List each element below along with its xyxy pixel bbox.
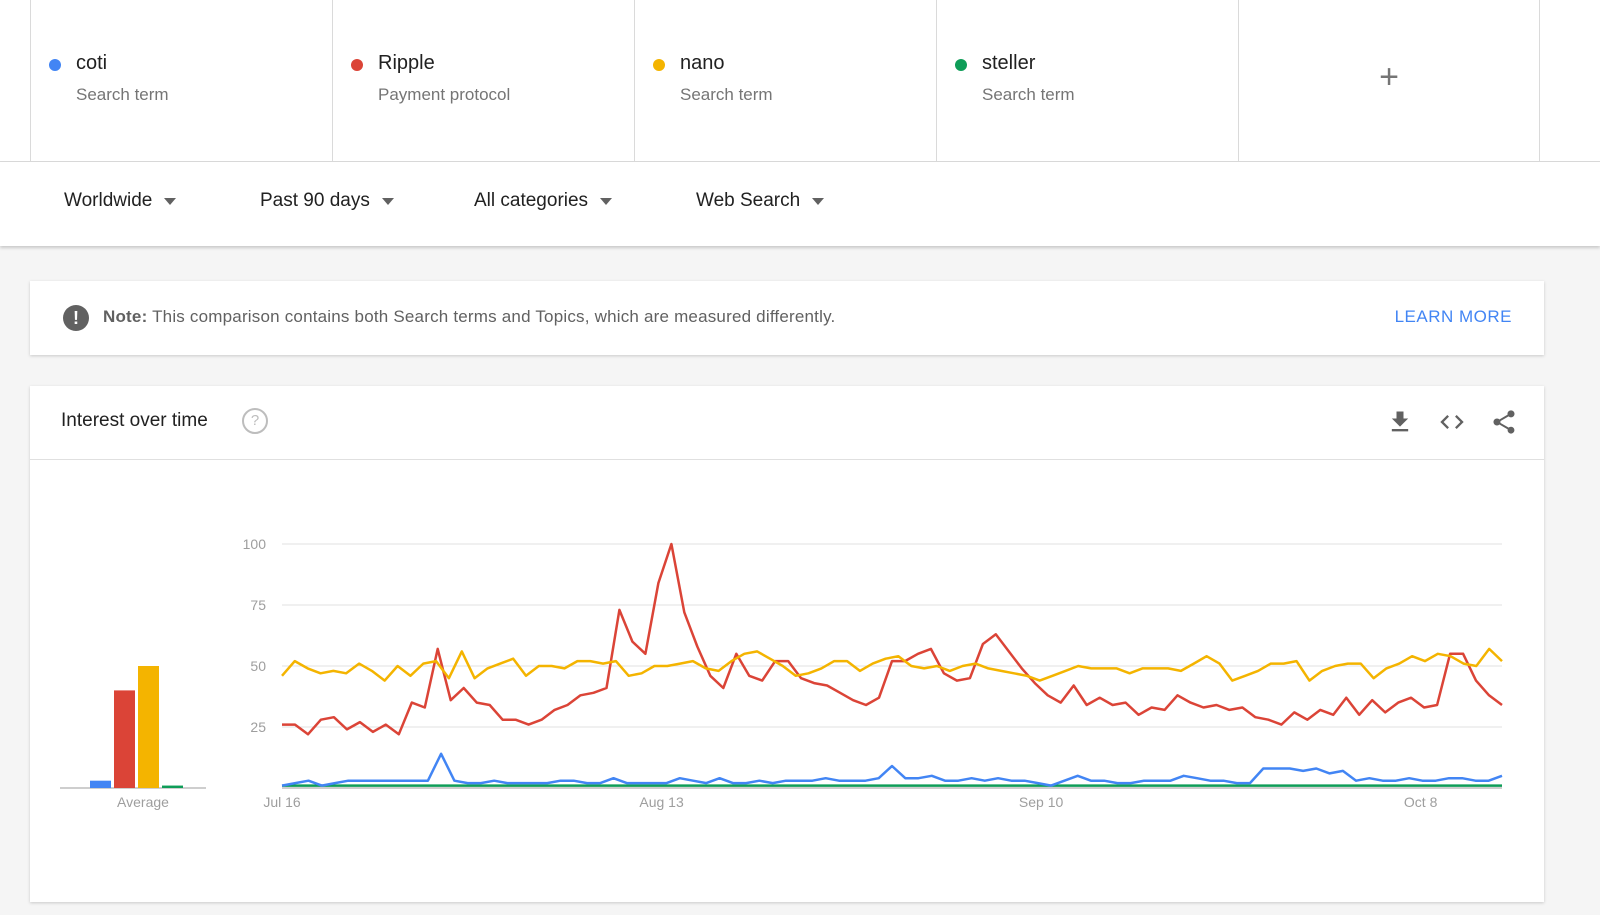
average-label: Average [117, 794, 169, 810]
average-bars [60, 666, 206, 789]
dropdown-arrow-icon [812, 197, 825, 205]
term-color-dot [351, 59, 363, 71]
term-color-dot [49, 59, 61, 71]
y-tick-label: 100 [243, 536, 267, 552]
y-tick-label: 25 [250, 719, 266, 735]
term-name: steller [982, 52, 1036, 74]
dropdown-arrow-icon [381, 197, 394, 205]
help-icon[interactable]: ? [242, 408, 268, 434]
term-type: Search term [76, 85, 169, 104]
share-icon[interactable] [1490, 408, 1518, 436]
average-bar-ripple [114, 690, 135, 788]
y-tick-label: 75 [250, 597, 266, 613]
chart-series [281, 542, 1503, 787]
term-card-ripple[interactable]: Ripple Payment protocol [332, 0, 634, 161]
chart-title: Interest over time [61, 410, 208, 431]
y-tick-label: 50 [250, 658, 266, 674]
learn-more-link[interactable]: LEARN MORE [1394, 307, 1512, 326]
average-bar-steller [162, 785, 183, 788]
dropdown-arrow-icon [600, 197, 613, 205]
note-message: This comparison contains both Search ter… [152, 307, 836, 326]
term-name: Ripple [378, 52, 435, 74]
time-range-label: Past 90 days [260, 190, 370, 211]
term-type: Search term [680, 85, 773, 104]
exclamation-icon: ! [63, 305, 89, 331]
embed-code-icon[interactable] [1438, 408, 1466, 436]
category-label: All categories [474, 190, 589, 211]
comparison-note-card: ! Note: This comparison contains both Se… [30, 281, 1544, 355]
x-tick-label: Sep 10 [1019, 794, 1064, 810]
chart-labels: 25 50 75 100 Jul 16 Aug 13 Sep 10 Oct 8 Average [117, 536, 1438, 810]
filter-bar: Worldwide Past 90 days All categories We… [0, 162, 1600, 246]
term-color-dot [955, 59, 967, 71]
term-card-steller[interactable]: steller Search term [936, 0, 1238, 161]
x-tick-label: Jul 16 [263, 794, 301, 810]
average-bar-nano [138, 666, 159, 788]
time-range-dropdown[interactable]: Past 90 days [260, 190, 394, 212]
dropdown-arrow-icon [164, 197, 177, 205]
term-type: Payment protocol [378, 85, 511, 104]
search-type-label: Web Search [696, 190, 801, 211]
chart-header: Interest over time ? [30, 386, 1544, 460]
term-type: Search term [982, 85, 1075, 104]
term-card-coti[interactable]: coti Search term [30, 0, 332, 161]
interest-chart: 25 50 75 100 Jul 16 Aug 13 Sep 10 Oct 8 Average [60, 536, 1503, 810]
chart-grid [282, 543, 1502, 789]
search-type-dropdown[interactable]: Web Search [696, 190, 825, 212]
x-tick-label: Oct 8 [1404, 794, 1438, 810]
note-text: Note: This comparison contains both Sear… [103, 307, 835, 327]
series-line-ripple [282, 542, 1503, 736]
term-card-nano[interactable]: nano Search term [634, 0, 936, 161]
series-line-coti [281, 752, 1503, 787]
note-label: Note: [103, 307, 148, 326]
x-tick-label: Aug 13 [639, 794, 684, 810]
term-color-dot [653, 59, 665, 71]
term-name: nano [680, 52, 725, 74]
category-dropdown[interactable]: All categories [474, 190, 613, 212]
interest-over-time-card: Interest over time ? 25 50 75 100 Jul 16 Aug … [30, 386, 1544, 902]
region-label: Worldwide [64, 190, 153, 211]
series-line-nano [281, 647, 1503, 682]
term-name: coti [76, 52, 108, 74]
search-terms-bar: coti Search term Ripple Payment protocol… [0, 0, 1600, 162]
region-dropdown[interactable]: Worldwide [64, 190, 177, 212]
download-icon[interactable] [1386, 408, 1414, 436]
add-term-button[interactable]: + [1238, 0, 1540, 161]
average-bar-coti [90, 780, 111, 788]
plus-icon: + [1379, 58, 1399, 96]
